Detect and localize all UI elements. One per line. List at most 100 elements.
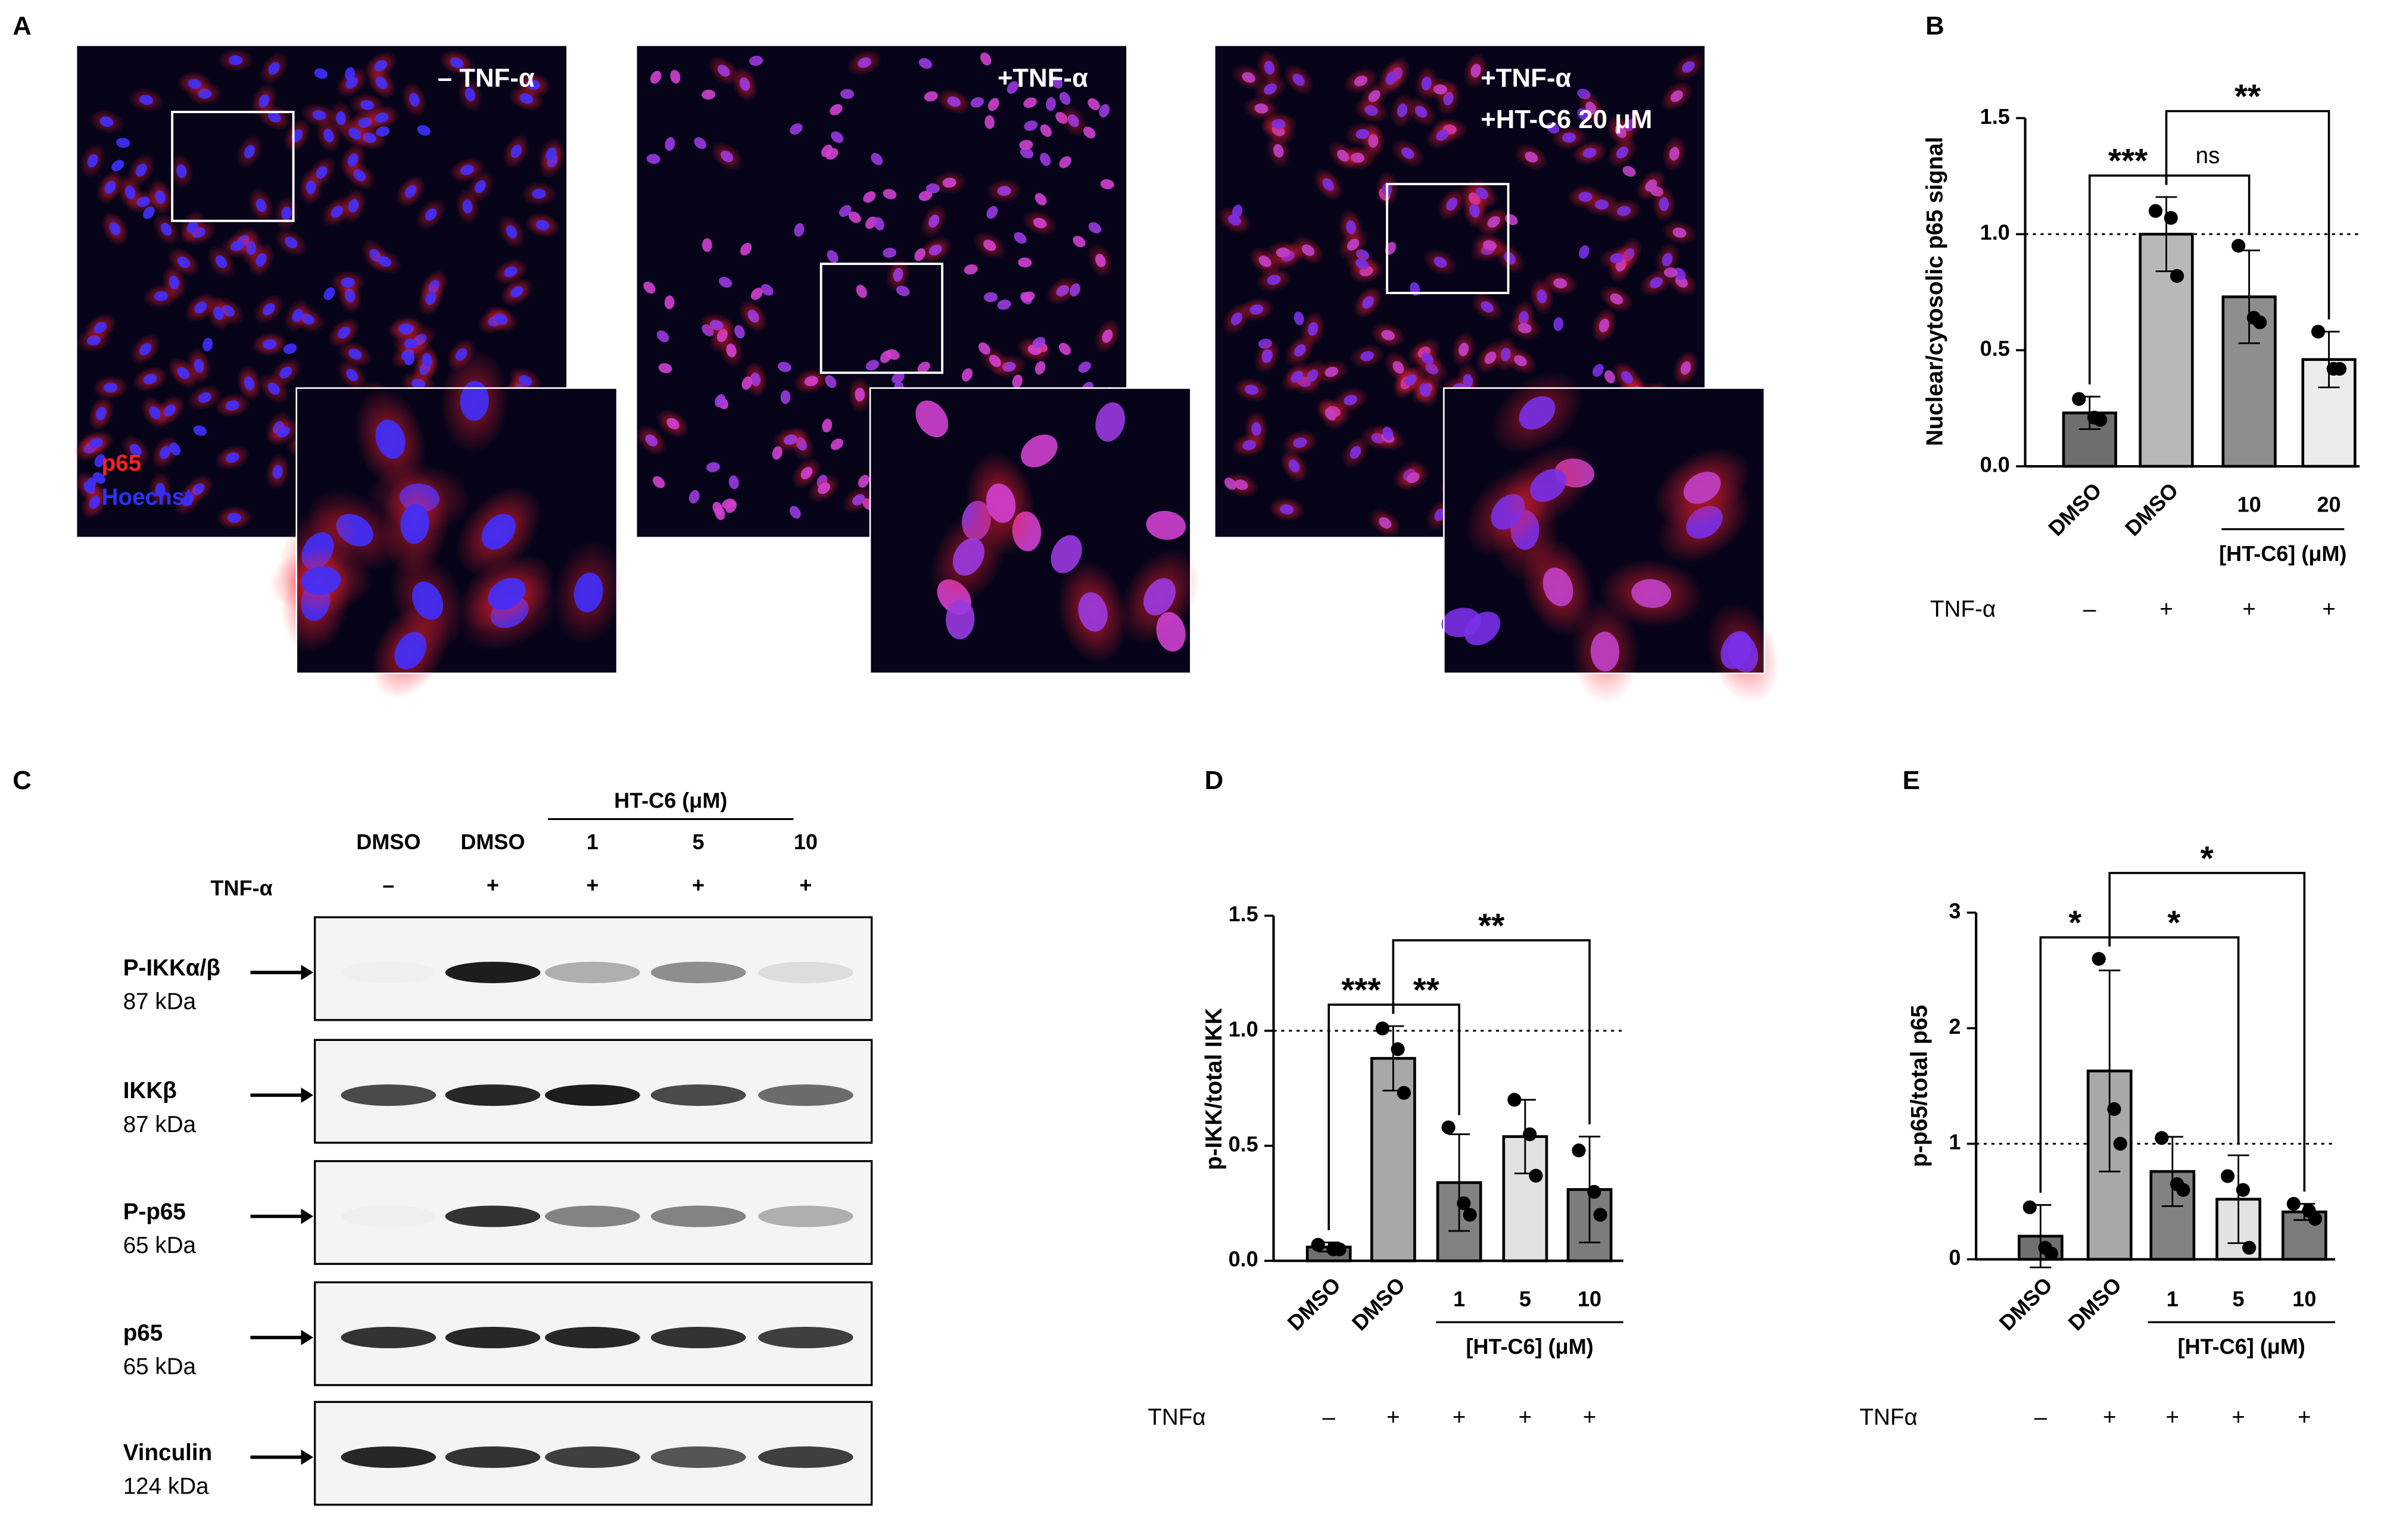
nucleus — [193, 425, 207, 436]
nucleus — [462, 199, 473, 214]
nucleus — [983, 292, 998, 303]
nucleus — [893, 268, 903, 282]
nucleus — [225, 400, 239, 411]
nucleus — [1224, 478, 1237, 490]
nucleus — [1293, 437, 1307, 448]
nucleus — [1308, 322, 1319, 336]
nucleus — [160, 223, 172, 236]
nucleus — [1273, 144, 1284, 158]
nucleus — [301, 566, 341, 596]
nucleus — [348, 199, 359, 213]
nucleus — [896, 285, 910, 297]
nucleus — [109, 222, 121, 235]
nucleus — [925, 183, 940, 194]
nucleus — [1487, 216, 1500, 228]
nucleus — [688, 490, 700, 504]
nucleus — [780, 390, 791, 404]
nucleus — [915, 400, 949, 438]
nucleus — [997, 186, 1011, 196]
row-label: TNFα — [1148, 1405, 1205, 1430]
protein-name: IKKβ — [123, 1078, 177, 1103]
nucleus — [715, 394, 726, 408]
blot-band — [650, 1084, 746, 1106]
blot-band — [341, 1326, 437, 1349]
stain-label: p65 — [102, 451, 142, 476]
nucleus — [1099, 104, 1110, 118]
nucleus — [1347, 238, 1360, 251]
data-point — [2113, 1137, 2127, 1151]
nucleus — [116, 138, 130, 148]
nucleus — [338, 326, 350, 339]
nucleus — [777, 361, 791, 372]
row-value: + — [1583, 1405, 1597, 1430]
nucleus — [1671, 90, 1683, 102]
nucleus — [519, 375, 532, 386]
significance-label: * — [2068, 904, 2081, 942]
nucleus — [510, 145, 522, 158]
nucleus — [1242, 72, 1255, 83]
nucleus — [1669, 146, 1679, 161]
nucleus — [1663, 267, 1678, 278]
nucleus — [348, 127, 361, 140]
row-label: TNFα — [1859, 1405, 1917, 1430]
nucleus — [1537, 289, 1547, 304]
nucleus — [422, 353, 432, 367]
nucleus — [135, 163, 147, 177]
nucleus — [1346, 220, 1356, 235]
nucleus — [1525, 151, 1538, 163]
nucleus — [750, 288, 763, 300]
lane-label: 5 — [693, 830, 705, 854]
x-tick-label: 10 — [2292, 1287, 2316, 1311]
nucleus — [1553, 317, 1564, 331]
nucleus — [1059, 92, 1071, 105]
nucleus — [1040, 124, 1052, 137]
nucleus — [404, 185, 417, 198]
nucleus — [1616, 146, 1629, 159]
nucleus — [1021, 291, 1035, 302]
nucleus — [1617, 205, 1631, 216]
y-tick-label: 2 — [1949, 1014, 1961, 1039]
data-point — [1587, 1184, 1601, 1199]
blot-band — [445, 1205, 541, 1227]
nucleus — [1143, 578, 1176, 616]
nucleus — [670, 70, 681, 84]
nucleus — [1251, 422, 1261, 436]
nucleus — [1579, 245, 1590, 259]
blot-band — [445, 1084, 541, 1106]
nucleus — [728, 475, 739, 490]
nucleus — [734, 325, 745, 339]
blot-band — [545, 1326, 640, 1349]
nucleus — [1276, 247, 1290, 258]
nucleus — [1288, 459, 1300, 473]
nucleus — [268, 62, 280, 75]
nucleus — [255, 253, 267, 267]
nucleus — [1594, 199, 1609, 210]
nucleus — [892, 372, 905, 384]
nucleus — [1018, 257, 1032, 268]
nucleus — [306, 180, 316, 194]
nucleus — [1441, 607, 1481, 637]
nucleus — [656, 330, 669, 342]
nucleus — [227, 513, 241, 523]
data-point — [2232, 239, 2246, 253]
nucleus — [103, 382, 118, 393]
nucleus — [645, 434, 657, 447]
lane-label: 1 — [587, 830, 599, 854]
bar — [2139, 232, 2194, 468]
significance-label: ** — [1478, 907, 1504, 944]
nucleus — [425, 291, 437, 305]
nucleus — [129, 444, 142, 457]
nucleus — [1446, 198, 1458, 211]
group-label: [HT-C6] (μM) — [2219, 541, 2346, 566]
nucleus — [336, 111, 346, 126]
data-point — [1507, 1093, 1522, 1107]
data-point — [2164, 211, 2178, 225]
nucleus — [460, 164, 474, 176]
blot-band — [758, 1205, 853, 1227]
nucleus — [790, 123, 803, 135]
nucleus — [989, 354, 1001, 367]
nucleus — [1517, 323, 1532, 333]
panel-label: C — [13, 766, 32, 795]
nucleus — [375, 76, 388, 89]
nucleus — [858, 475, 869, 488]
